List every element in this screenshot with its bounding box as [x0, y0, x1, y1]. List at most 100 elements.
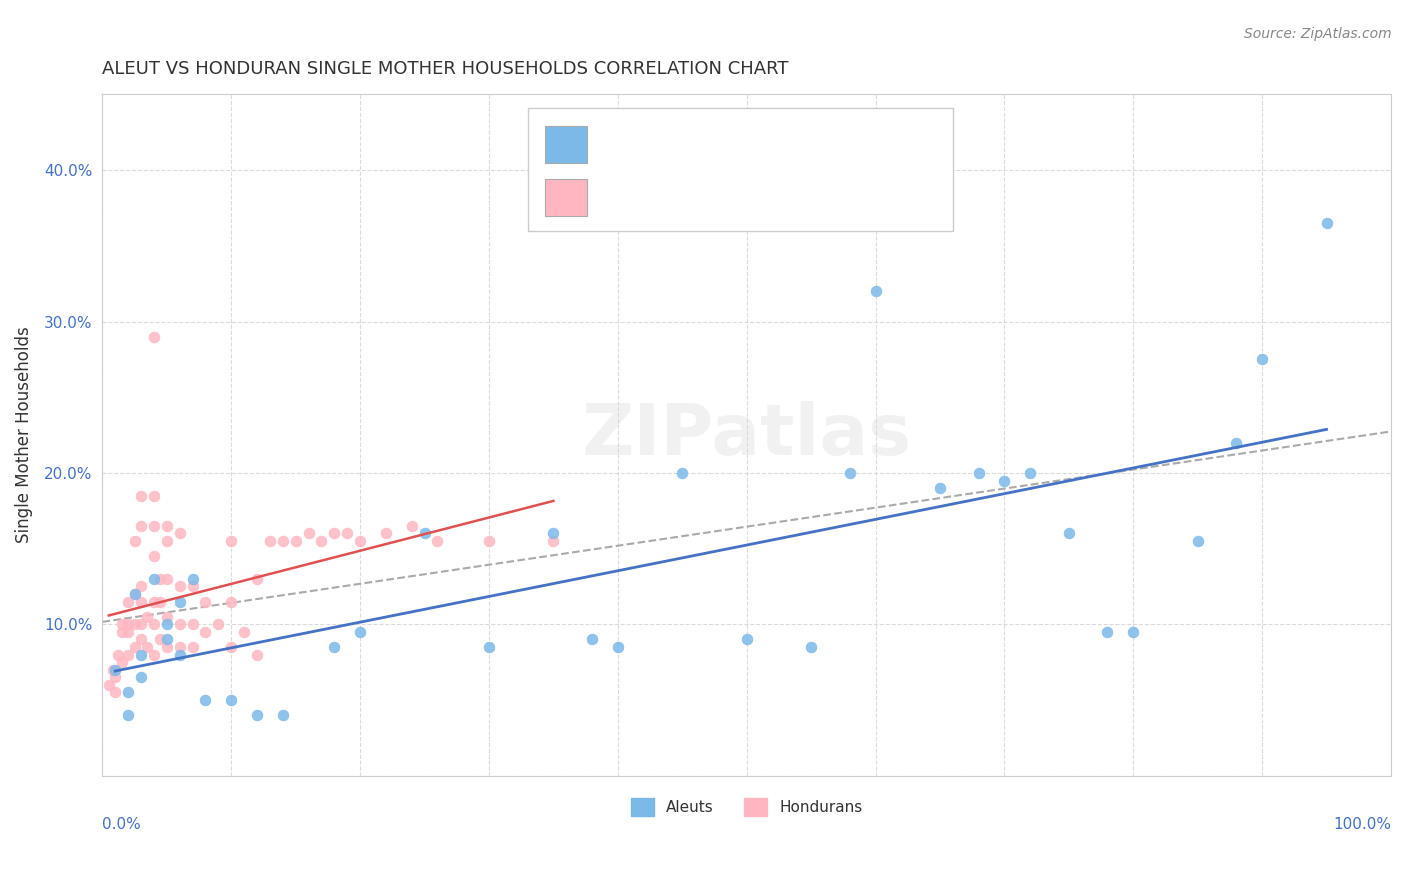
Point: [104, 663, 127, 677]
Point: [194, 624, 217, 639]
Point: [271, 534, 294, 549]
Point: [1097, 624, 1119, 639]
Point: [606, 640, 628, 654]
Point: [111, 617, 134, 632]
Point: [124, 587, 146, 601]
Point: [117, 617, 139, 632]
Point: [169, 648, 191, 662]
Point: [156, 572, 179, 586]
Point: [142, 519, 165, 533]
Point: [1122, 624, 1144, 639]
Text: ALEUT VS HONDURAN SINGLE MOTHER HOUSEHOLDS CORRELATION CHART: ALEUT VS HONDURAN SINGLE MOTHER HOUSEHOL…: [103, 60, 789, 78]
Point: [1057, 526, 1080, 541]
Point: [149, 594, 172, 608]
Point: [800, 640, 823, 654]
Point: [156, 640, 179, 654]
Point: [246, 648, 269, 662]
Point: [129, 579, 152, 593]
Point: [581, 632, 603, 647]
Point: [478, 534, 501, 549]
Point: [181, 640, 204, 654]
Point: [194, 594, 217, 608]
Point: [142, 648, 165, 662]
Point: [156, 534, 179, 549]
Point: [136, 609, 159, 624]
Point: [323, 526, 346, 541]
Point: [104, 685, 127, 699]
Point: [967, 466, 990, 480]
Legend: Aleuts, Hondurans: Aleuts, Hondurans: [624, 792, 869, 822]
Point: [929, 481, 952, 495]
Point: [101, 663, 124, 677]
Point: [838, 466, 860, 480]
Point: [181, 579, 204, 593]
Point: [124, 640, 146, 654]
Point: [169, 579, 191, 593]
Point: [117, 648, 139, 662]
Point: [149, 632, 172, 647]
Point: [349, 624, 371, 639]
Point: [426, 534, 449, 549]
Point: [233, 624, 256, 639]
Point: [297, 526, 319, 541]
Point: [142, 489, 165, 503]
Point: [111, 655, 134, 669]
Point: [284, 534, 307, 549]
Point: [194, 693, 217, 707]
Point: [1316, 216, 1339, 230]
Point: [129, 617, 152, 632]
Point: [181, 617, 204, 632]
Point: [124, 587, 146, 601]
Point: [401, 519, 423, 533]
Point: [259, 534, 281, 549]
Point: [142, 594, 165, 608]
Point: [271, 708, 294, 723]
Point: [181, 572, 204, 586]
Point: [107, 648, 129, 662]
Point: [129, 648, 152, 662]
Point: [142, 329, 165, 343]
Point: [349, 534, 371, 549]
Point: [142, 572, 165, 586]
Point: [129, 519, 152, 533]
Point: [336, 526, 359, 541]
Point: [671, 466, 693, 480]
Text: Source: ZipAtlas.com: Source: ZipAtlas.com: [1244, 27, 1392, 41]
Point: [142, 617, 165, 632]
Point: [219, 640, 242, 654]
Point: [104, 670, 127, 684]
Point: [129, 632, 152, 647]
Point: [543, 534, 565, 549]
Point: [246, 708, 269, 723]
Point: [323, 640, 346, 654]
Point: [129, 594, 152, 608]
Point: [129, 670, 152, 684]
Point: [169, 526, 191, 541]
Point: [156, 617, 179, 632]
Text: ZIPatlas: ZIPatlas: [582, 401, 911, 469]
Point: [156, 609, 179, 624]
Point: [111, 624, 134, 639]
Point: [117, 708, 139, 723]
Point: [156, 632, 179, 647]
Point: [246, 572, 269, 586]
Point: [142, 549, 165, 564]
Point: [124, 617, 146, 632]
Point: [993, 474, 1015, 488]
Point: [124, 534, 146, 549]
Text: 0.0%: 0.0%: [103, 817, 141, 832]
Point: [865, 285, 887, 299]
Point: [413, 526, 436, 541]
Point: [1019, 466, 1042, 480]
Point: [1187, 534, 1209, 549]
Point: [169, 640, 191, 654]
Point: [117, 685, 139, 699]
Point: [374, 526, 396, 541]
Point: [219, 693, 242, 707]
Text: 100.0%: 100.0%: [1333, 817, 1391, 832]
Point: [543, 526, 565, 541]
Point: [117, 594, 139, 608]
Point: [169, 617, 191, 632]
Point: [311, 534, 333, 549]
Point: [735, 632, 758, 647]
